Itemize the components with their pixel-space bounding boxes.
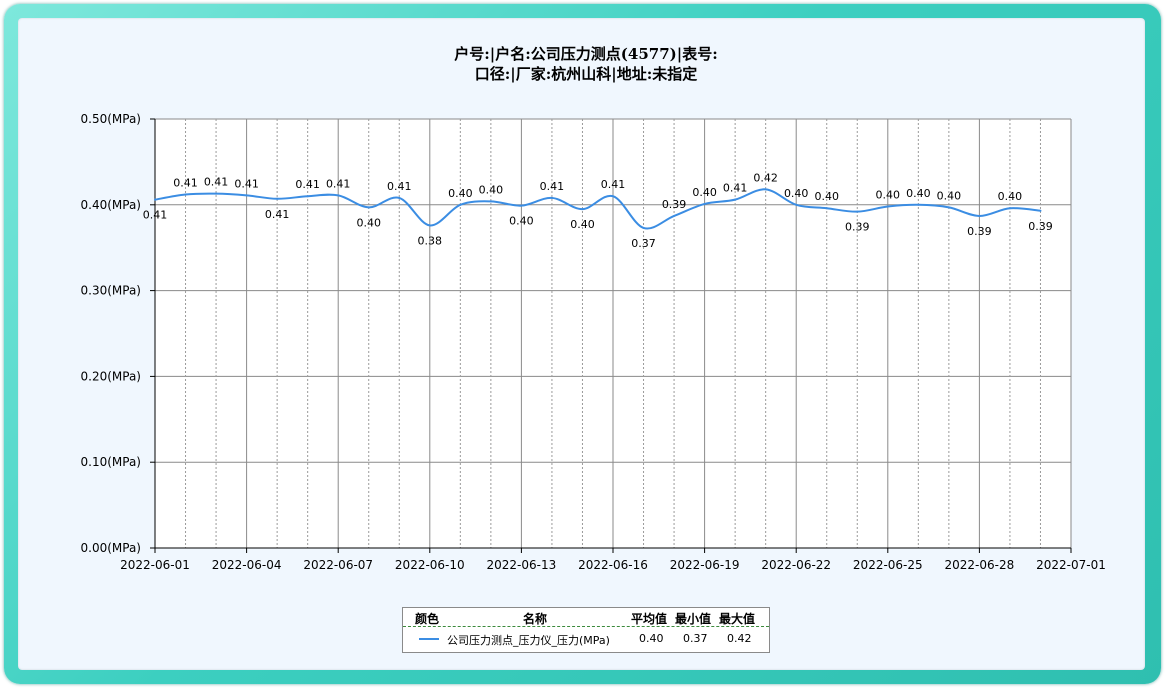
data-label: 0.38 (418, 234, 443, 247)
data-label: 0.41 (204, 176, 229, 189)
data-label: 0.41 (326, 177, 351, 190)
data-point (734, 198, 737, 201)
axes-layer: 0.00(MPa) 0.10(MPa) 0.20(MPa) 0.30(MPa) 0.40… (81, 112, 1106, 572)
data-point (367, 206, 370, 209)
series-line (154, 188, 1041, 230)
data-label: 0.40 (570, 218, 595, 231)
x-tick-label: 2022-06-16 (578, 558, 648, 572)
data-point (398, 196, 401, 199)
legend-max-value: 0.42 (727, 632, 752, 645)
legend-row: 公司压力测点_压力仪_压力(MPa) 0.40 0.37 0.42 (403, 630, 769, 648)
data-label: 0.37 (631, 237, 656, 250)
legend-header-name: 名称 (523, 612, 548, 626)
series-layer (154, 188, 1042, 230)
grid-layer (154, 118, 1072, 549)
x-tick-label: 2022-06-22 (761, 558, 831, 572)
x-tick-label: 2022-06-25 (853, 558, 923, 572)
data-label: 0.41 (234, 177, 259, 190)
data-point (825, 207, 828, 210)
legend-header-max: 最大值 (719, 612, 756, 626)
x-tick-label: 2022-06-10 (395, 558, 465, 572)
data-point (917, 203, 920, 206)
data-point (184, 193, 187, 196)
data-label: 0.40 (814, 190, 839, 203)
y-tick-label: 0.40(MPa) (81, 198, 142, 212)
data-point (520, 204, 523, 207)
data-point (337, 194, 340, 197)
data-point (306, 195, 309, 198)
data-point (581, 208, 584, 211)
legend-header-avg: 平均值 (631, 612, 668, 626)
x-tick-label: 2022-06-04 (212, 558, 282, 572)
data-label: 0.40 (906, 187, 931, 200)
data-label: 0.39 (662, 198, 687, 211)
data-point (947, 206, 950, 209)
x-tick-label: 2022-06-19 (670, 558, 740, 572)
data-point (703, 202, 706, 205)
data-label: 0.39 (845, 221, 870, 234)
x-tick-label: 2022-06-28 (945, 558, 1015, 572)
data-point (154, 198, 156, 201)
legend-avg-value: 0.40 (639, 632, 664, 645)
chart-title-line-1: 户号:|户名:公司压力测点(4577)|表号: (454, 45, 717, 63)
legend-header-min: 最小值 (675, 612, 712, 626)
legend-color-swatch (419, 638, 439, 640)
data-point (1008, 207, 1011, 210)
data-label: 0.41 (723, 182, 748, 195)
x-tick-label: 2022-07-01 (1036, 558, 1106, 572)
data-point (489, 200, 492, 203)
data-label: 0.40 (509, 215, 534, 228)
data-label: 0.40 (479, 183, 504, 196)
data-label: 0.40 (356, 216, 381, 229)
legend-header-color: 颜色 (415, 612, 440, 626)
data-label: 0.41 (387, 180, 412, 193)
data-label: 0.40 (998, 190, 1023, 203)
legend-table: 颜色 名称 平均值 最小值 最大值 公司压力测点_压力仪_压力(MPa) 0.4… (402, 607, 770, 653)
data-point (215, 192, 218, 195)
data-label: 0.39 (1028, 220, 1053, 233)
y-tick-label: 0.00(MPa) (81, 541, 142, 555)
data-point (673, 214, 676, 217)
data-labels-layer: 0.41 0.41 0.41 0.41 0.41 0.41 0.41 0.40 0.41 0.38… (143, 171, 1053, 250)
data-point (978, 214, 981, 217)
data-label: 0.41 (143, 209, 168, 222)
y-tick-label: 0.30(MPa) (81, 284, 142, 298)
data-label: 0.40 (937, 189, 962, 202)
x-tick-label: 2022-06-01 (120, 558, 190, 572)
legend-min-value: 0.37 (683, 632, 708, 645)
y-tick-label: 0.20(MPa) (81, 369, 142, 383)
data-point (642, 226, 645, 229)
data-label: 0.41 (265, 208, 290, 221)
data-point (428, 224, 431, 227)
data-point (245, 194, 248, 197)
data-point (764, 188, 767, 191)
chart-title-line-2: 口径:|厂家:杭州山科|地址:未指定 (475, 65, 698, 83)
legend-header: 颜色 名称 平均值 最小值 最大值 (403, 608, 769, 627)
data-label: 0.42 (753, 171, 778, 184)
y-tick-label: 0.50(MPa) (81, 112, 142, 126)
data-point (550, 196, 553, 199)
legend-series-name: 公司压力测点_压力仪_压力(MPa) (447, 634, 610, 647)
data-label: 0.41 (295, 178, 320, 191)
data-point (459, 203, 462, 206)
data-label: 0.40 (692, 186, 717, 199)
x-tick-label: 2022-06-07 (303, 558, 373, 572)
x-tick-label: 2022-06-13 (487, 558, 557, 572)
data-point (612, 195, 614, 198)
y-tick-label: 0.10(MPa) (81, 455, 142, 469)
data-label: 0.39 (967, 225, 992, 238)
data-point (856, 210, 859, 213)
data-label: 0.40 (784, 187, 809, 200)
data-point (276, 197, 279, 200)
data-label: 0.40 (448, 187, 473, 200)
data-point (795, 203, 798, 206)
data-point (886, 205, 889, 208)
data-label: 0.41 (540, 180, 565, 193)
data-label: 0.41 (173, 177, 198, 190)
data-point (1039, 209, 1042, 212)
data-label: 0.41 (601, 178, 626, 191)
data-label: 0.40 (876, 189, 901, 202)
